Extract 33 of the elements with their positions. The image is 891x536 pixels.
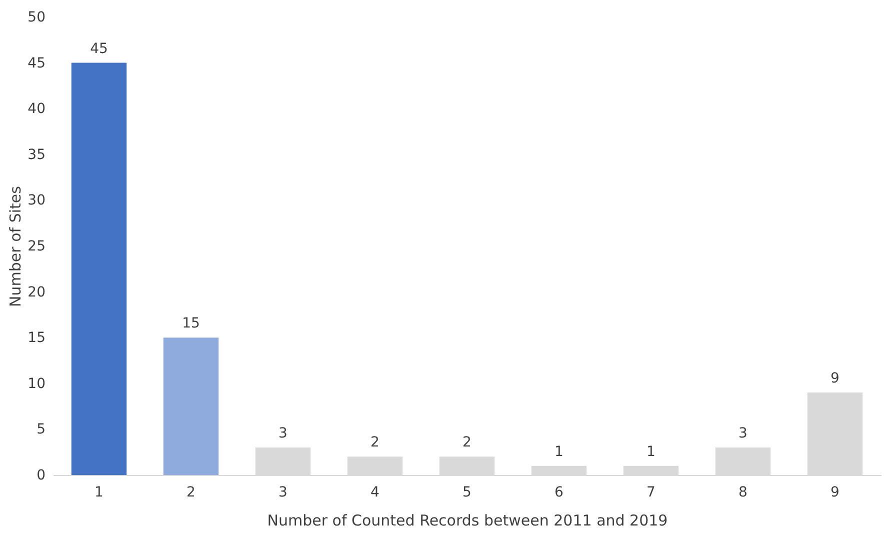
x-tick-label: 5 (462, 484, 472, 500)
x-tick-label: 6 (554, 484, 564, 500)
data-label: 9 (830, 370, 840, 387)
data-label: 1 (554, 444, 564, 460)
x-tick-label: 7 (646, 484, 656, 500)
data-label: 45 (90, 40, 108, 57)
data-label: 1 (646, 444, 656, 460)
x-tick-label: 1 (94, 484, 104, 500)
y-tick-label: 30 (28, 192, 46, 209)
x-tick-label: 8 (738, 484, 748, 500)
y-axis-title: Number of Sites (6, 186, 25, 307)
y-tick-label: 0 (36, 468, 46, 484)
y-tick-label: 25 (28, 238, 46, 254)
x-tick-label: 2 (186, 484, 196, 500)
x-tick-label: 4 (370, 484, 380, 500)
y-tick-label: 45 (28, 55, 46, 72)
data-label: 3 (278, 426, 288, 442)
y-tick-label: 5 (36, 422, 46, 438)
data-label: 3 (738, 426, 748, 442)
y-tick-label: 10 (28, 376, 46, 392)
y-tick-label: 20 (28, 284, 46, 300)
y-tick-label: 35 (28, 146, 46, 163)
data-label: 15 (182, 316, 200, 332)
bar (163, 338, 219, 475)
x-tick-label: 9 (830, 484, 840, 500)
bar (71, 62, 127, 475)
data-label: 2 (370, 434, 380, 451)
y-tick-label: 15 (28, 330, 46, 346)
x-axis-title: Number of Counted Records between 2011 and 2019 (267, 512, 668, 530)
y-tick-label: 40 (28, 101, 46, 118)
data-label: 2 (462, 434, 472, 451)
x-tick-label: 3 (278, 484, 288, 500)
y-tick-label: 50 (28, 10, 46, 26)
